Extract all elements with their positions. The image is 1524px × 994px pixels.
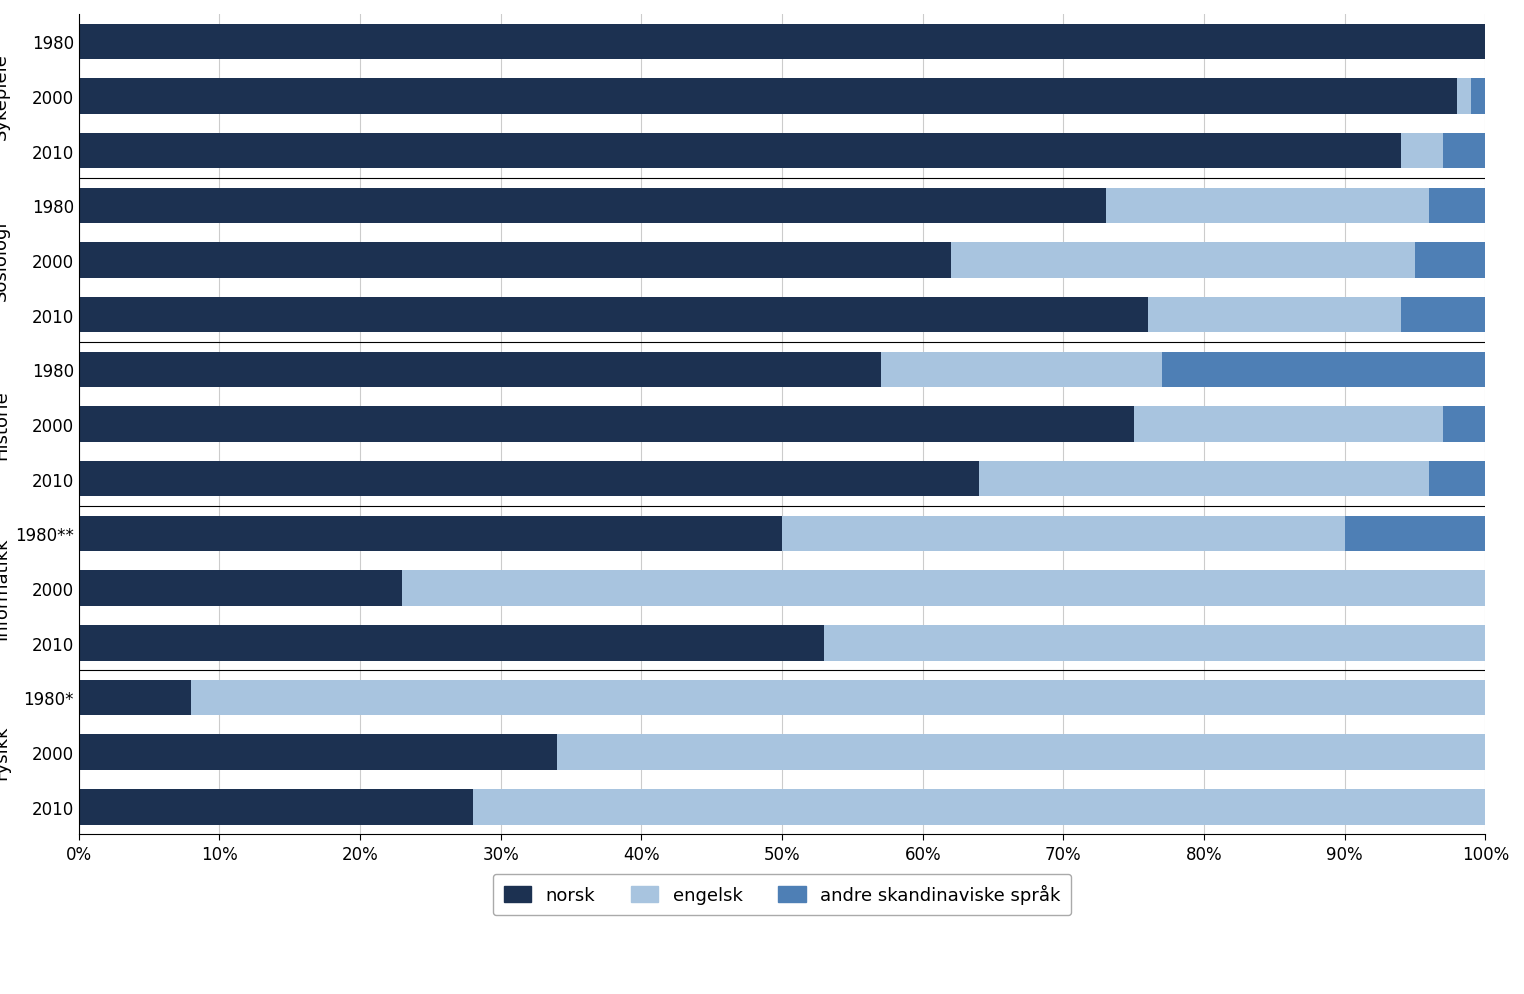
Bar — [79, 407, 1134, 442]
Bar — [79, 680, 192, 716]
Bar — [79, 25, 1486, 60]
Bar — [1134, 407, 1443, 442]
Bar — [79, 625, 824, 661]
Bar — [1457, 80, 1471, 114]
Bar — [79, 516, 782, 552]
Text: Sykepleie: Sykepleie — [0, 54, 11, 140]
Bar — [1430, 189, 1486, 224]
Bar — [79, 735, 556, 770]
Bar — [556, 735, 1486, 770]
Bar — [79, 243, 951, 278]
Bar — [79, 80, 1457, 114]
Text: Fysikk: Fysikk — [0, 725, 11, 779]
Bar — [472, 789, 1486, 825]
Bar — [79, 352, 881, 388]
Bar — [79, 461, 978, 497]
Bar — [79, 571, 402, 606]
Bar — [782, 516, 1344, 552]
Bar — [1148, 297, 1401, 333]
Bar — [1471, 80, 1486, 114]
Bar — [79, 134, 1401, 169]
Bar — [951, 243, 1416, 278]
Bar — [1443, 407, 1486, 442]
Bar — [79, 297, 1148, 333]
Text: Informatikk: Informatikk — [0, 538, 11, 640]
Bar — [402, 571, 1486, 606]
Bar — [1416, 243, 1486, 278]
Bar — [79, 789, 472, 825]
Bar — [881, 352, 1161, 388]
Bar — [192, 680, 1486, 716]
Bar — [79, 189, 1105, 224]
Text: Historie: Historie — [0, 390, 11, 459]
Bar — [978, 461, 1430, 497]
Legend: norsk, engelsk, andre skandinaviske språk: norsk, engelsk, andre skandinaviske språ… — [492, 874, 1071, 915]
Bar — [824, 625, 1486, 661]
Bar — [1105, 189, 1430, 224]
Bar — [1161, 352, 1486, 388]
Bar — [1443, 134, 1486, 169]
Bar — [1401, 297, 1486, 333]
Bar — [1344, 516, 1486, 552]
Bar — [1401, 134, 1443, 169]
Bar — [1430, 461, 1486, 497]
Text: Sosiologi: Sosiologi — [0, 221, 11, 301]
